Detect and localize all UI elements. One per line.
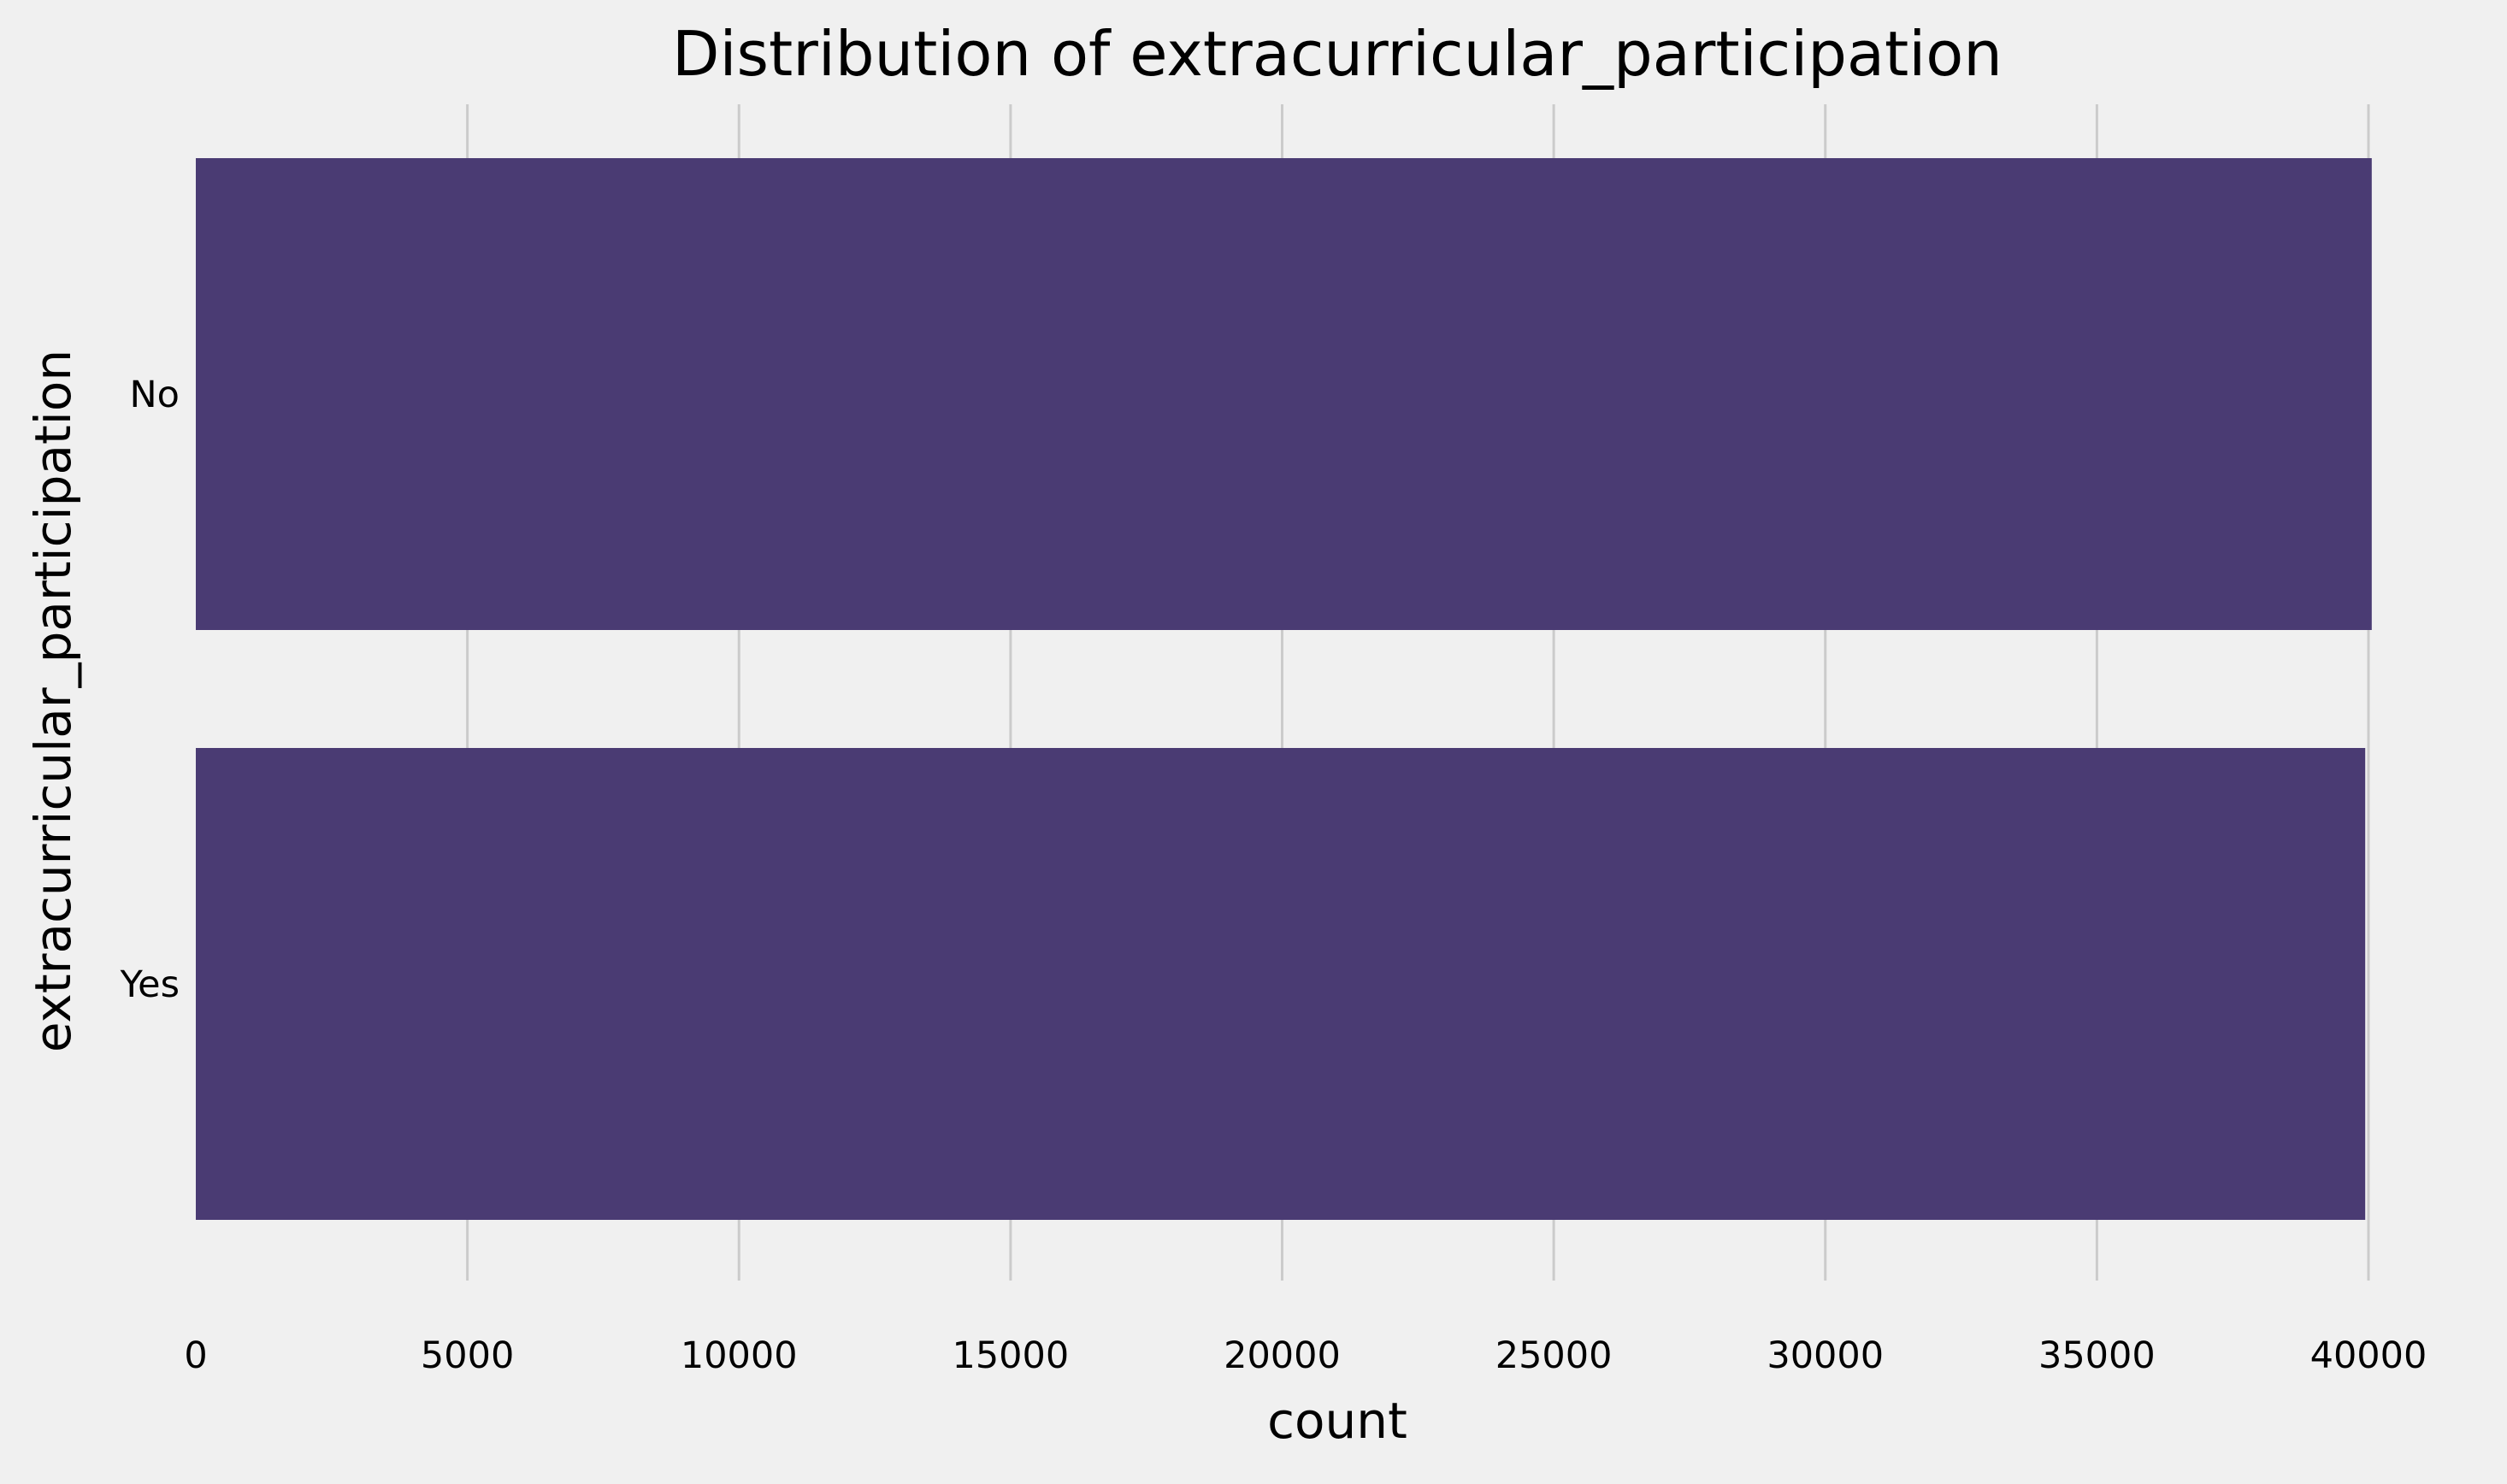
x-tick-label: 0 xyxy=(184,1334,207,1377)
chart-title: Distribution of extracurricular_particip… xyxy=(672,18,2003,90)
x-tick-labels: 0 5000 10000 15000 20000 25000 30000 35000 40000 xyxy=(184,1334,2427,1377)
bar-no xyxy=(196,158,2372,630)
bar-yes xyxy=(196,748,2366,1220)
y-axis-label: extracurricular_participation xyxy=(24,350,82,1052)
x-axis-label: count xyxy=(1267,1392,1407,1450)
x-tick-label: 30000 xyxy=(1767,1334,1884,1377)
category-label-no: No xyxy=(130,374,180,416)
category-label-yes: Yes xyxy=(120,963,180,1006)
x-tick-label: 5000 xyxy=(421,1334,514,1377)
x-tick-label: 20000 xyxy=(1224,1334,1341,1377)
x-tick-label: 25000 xyxy=(1495,1334,1613,1377)
x-tick-label: 40000 xyxy=(2310,1334,2427,1377)
bars xyxy=(196,158,2372,1220)
y-category-labels: No Yes xyxy=(120,374,180,1006)
x-tick-label: 10000 xyxy=(681,1334,798,1377)
x-tick-label: 15000 xyxy=(952,1334,1069,1377)
x-tick-label: 35000 xyxy=(2038,1334,2156,1377)
